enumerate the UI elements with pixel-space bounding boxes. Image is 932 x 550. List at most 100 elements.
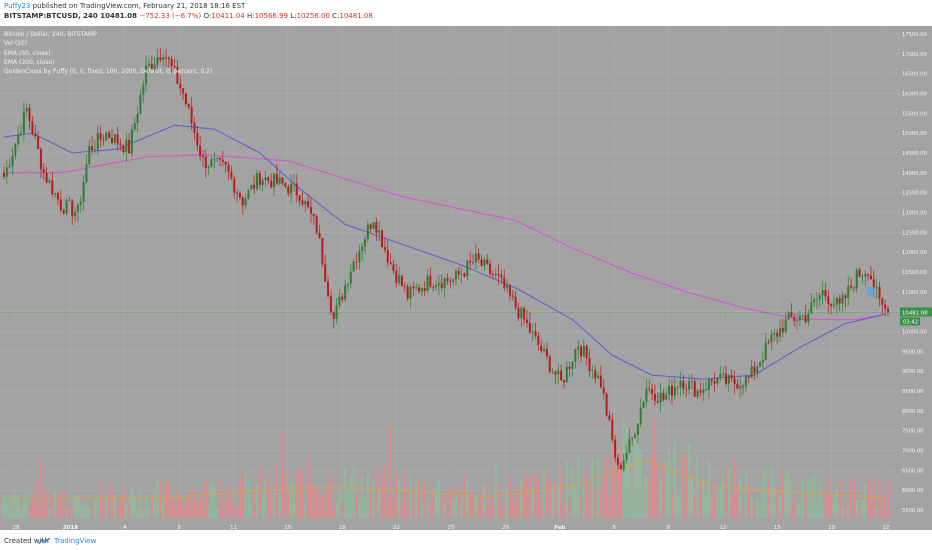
candle-body <box>429 275 432 287</box>
volume-bar <box>790 506 793 518</box>
candle-body <box>122 145 125 153</box>
volume-bar <box>662 461 665 518</box>
candle-body <box>884 304 887 309</box>
volume-bar <box>747 481 750 518</box>
volume-bar <box>486 484 489 518</box>
candle-body <box>767 342 770 344</box>
volume-bar <box>577 457 580 518</box>
candle-body <box>452 279 455 282</box>
volume-bar <box>858 508 861 518</box>
volume-bar <box>571 468 574 518</box>
volume-bar <box>719 483 722 518</box>
candle-body <box>813 299 816 303</box>
volume-bar <box>65 509 68 518</box>
volume-bar <box>716 492 719 518</box>
volume-bar <box>88 506 91 518</box>
volume-bar <box>707 460 710 518</box>
candle-body <box>267 177 270 181</box>
volume-bar <box>636 419 639 518</box>
volume-bar <box>383 465 386 518</box>
volume-bar <box>798 501 801 518</box>
publish-line: Puffy23 published on TradingView.com, Fe… <box>4 2 245 10</box>
candle-body <box>747 376 750 378</box>
volume-bar <box>693 495 696 518</box>
volume-bar <box>599 485 602 518</box>
candle-body <box>847 285 850 298</box>
volume-bar <box>651 454 654 518</box>
candle-body <box>861 276 864 278</box>
candle-body <box>591 370 594 372</box>
chart-plot-area[interactable] <box>0 26 900 518</box>
volume-bar <box>469 494 472 518</box>
candle-body <box>693 381 696 397</box>
candle-body <box>182 88 185 94</box>
price-chart[interactable] <box>0 26 900 518</box>
legend-goldencross[interactable]: GoldenCross by Puffy (0, 0, fixed, 100, … <box>4 68 213 76</box>
volume-bar <box>130 486 133 518</box>
candle-body <box>540 345 543 352</box>
candle-body <box>867 274 870 276</box>
volume-bar <box>62 490 65 518</box>
candle-body <box>500 275 503 278</box>
price-tick-label: 5500.00 <box>902 508 923 514</box>
candle-body <box>145 65 148 85</box>
candle-body <box>5 167 8 177</box>
candle-body <box>193 123 196 134</box>
time-axis[interactable]: 28 2018 4 8 11 15 18 22 25 29 Feb 5 8 12 15 19 22 <box>0 518 932 531</box>
legend-vol[interactable]: Vol (20) <box>4 40 28 48</box>
candle-body <box>437 283 440 286</box>
legend-ema200[interactable]: EMA (200, close) <box>4 58 55 66</box>
candle-body <box>241 197 244 206</box>
tradingview-brand-link[interactable]: TradingView <box>54 537 97 545</box>
volume-bar <box>190 500 193 518</box>
candle-body <box>773 332 776 335</box>
candle-body <box>312 213 315 217</box>
volume-bar <box>113 495 116 518</box>
volume-bar <box>528 476 531 518</box>
volume-bar <box>14 493 17 518</box>
candle-body <box>96 132 99 150</box>
volume-bar <box>79 507 82 518</box>
candle-body <box>176 67 179 84</box>
candle-body <box>420 288 423 292</box>
volume-bar <box>713 488 716 518</box>
price-axis[interactable]: 17500.00 17000.00 16500.00 16000.00 15500.00… <box>900 26 932 518</box>
ema200-line <box>4 154 886 321</box>
candle-body <box>736 383 739 389</box>
volume-bar <box>508 477 511 518</box>
candle-body <box>309 207 312 214</box>
candle-body <box>719 374 722 378</box>
candle-body <box>472 262 475 264</box>
price-tick-label: 12000.00 <box>902 250 927 256</box>
volume-bar <box>784 470 787 518</box>
volume-bar <box>821 503 824 518</box>
volume-bar <box>594 487 597 518</box>
volume-bar <box>562 503 565 518</box>
volume-bar <box>543 468 546 518</box>
candle-body <box>722 373 725 375</box>
volume-bar <box>722 479 725 518</box>
volume-bar <box>102 499 105 518</box>
candle-body <box>605 393 608 416</box>
volume-bar <box>327 489 330 518</box>
candle-body <box>54 192 57 195</box>
volume-bar <box>773 477 776 518</box>
volume-bar <box>281 432 284 518</box>
volume-bar <box>25 492 28 518</box>
footer: Created with TradingView <box>0 534 932 550</box>
candle-body <box>804 315 807 322</box>
volume-bar <box>85 505 88 518</box>
candle-body <box>545 348 548 357</box>
volume-bar <box>673 442 676 518</box>
author-link[interactable]: Puffy23 <box>4 2 31 10</box>
volume-bar <box>74 495 77 518</box>
candle-body <box>463 273 466 277</box>
legend-ema50[interactable]: EMA (50, close) <box>4 49 51 57</box>
volume-bar <box>68 506 71 518</box>
volume-bar <box>580 498 583 518</box>
candle-body <box>301 200 304 205</box>
volume-bar <box>213 484 216 518</box>
volume-bar <box>523 481 526 518</box>
candle-body <box>454 270 457 280</box>
candle-body <box>91 146 94 151</box>
